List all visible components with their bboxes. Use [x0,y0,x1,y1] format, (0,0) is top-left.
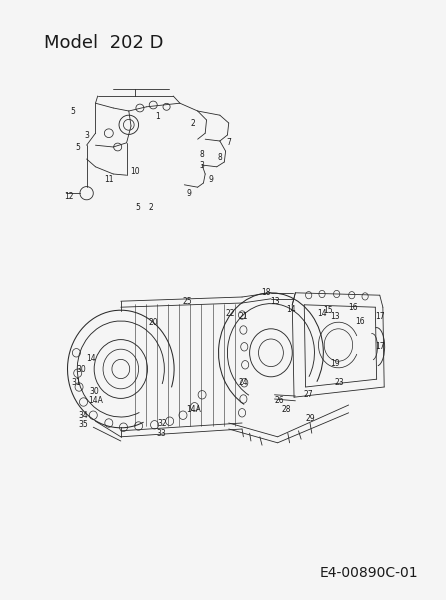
Text: 21: 21 [239,312,248,322]
Text: 13: 13 [330,312,340,322]
Text: 8: 8 [200,150,204,159]
Text: 14A: 14A [186,404,201,414]
Text: 17: 17 [375,312,384,322]
Text: 10: 10 [131,166,140,175]
Text: 31: 31 [71,379,81,388]
Text: 5: 5 [75,142,80,151]
Text: 33: 33 [156,428,165,438]
Text: 22: 22 [225,308,235,318]
Text: 5: 5 [135,202,140,211]
Text: 1: 1 [155,112,160,121]
Text: 14: 14 [86,354,96,363]
Text: 2: 2 [191,118,196,127]
Text: 16: 16 [348,302,358,312]
Text: 35: 35 [78,420,88,430]
Text: 3: 3 [84,130,89,139]
Text: E4-00890C-01: E4-00890C-01 [320,566,418,580]
Text: 9: 9 [186,188,191,197]
Text: 25: 25 [182,296,192,305]
Text: 27: 27 [304,390,314,400]
Text: 14: 14 [286,304,296,313]
Text: 30: 30 [89,387,99,396]
Text: 26: 26 [274,396,284,406]
Text: 16: 16 [355,317,364,325]
Text: 29: 29 [305,414,315,424]
Text: 17: 17 [375,342,384,351]
Text: 14A: 14A [88,396,103,406]
Text: 23: 23 [335,379,345,388]
Text: 28: 28 [282,404,291,414]
Text: 13: 13 [271,296,280,305]
Text: 15: 15 [323,306,333,316]
Text: 19: 19 [330,358,340,367]
Text: 30: 30 [76,364,86,373]
Text: 11: 11 [104,175,114,185]
Text: Model  202 D: Model 202 D [45,34,164,52]
Text: 18: 18 [261,289,270,297]
Text: 12: 12 [64,192,74,201]
Text: 24: 24 [239,379,248,388]
Text: 14: 14 [317,308,327,318]
Text: 32: 32 [157,419,167,427]
Text: 7: 7 [226,138,231,147]
Text: 3: 3 [200,160,205,169]
Text: 34: 34 [78,410,88,420]
Text: 9: 9 [209,175,214,185]
Text: 8: 8 [218,152,222,161]
Text: 20: 20 [149,318,158,328]
Text: 2: 2 [149,202,153,211]
Text: 5: 5 [71,107,76,115]
